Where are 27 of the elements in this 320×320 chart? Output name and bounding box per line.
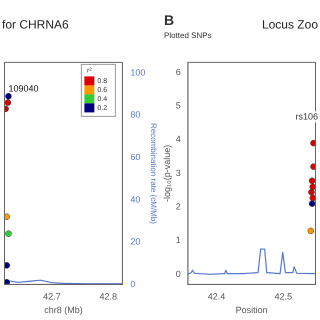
annotation: 109040 (8, 83, 39, 94)
y-tick-label: 1 (176, 235, 181, 246)
x-tick-label: 42.8 (100, 291, 118, 302)
y-tick-label: 5 (176, 100, 181, 111)
y2-tick-label: 20 (130, 236, 140, 247)
x-tick-label: 42.4 (208, 291, 226, 302)
x-tick-label: 42.7 (43, 291, 61, 302)
y-tick-label: 3 (176, 168, 181, 178)
text: B (164, 12, 174, 28)
y2-tick-label: 0 (130, 278, 136, 289)
y2-tick-label: 80 (130, 110, 140, 120)
y-tick-label: 2 (176, 202, 181, 212)
y-tick-label: 0 (176, 268, 181, 279)
y2-tick-label: 40 (130, 194, 140, 204)
text: Plotted SNPs (164, 31, 212, 40)
annotation: rs106 (295, 111, 318, 122)
chart-title: for CHRNA6 (2, 18, 70, 32)
x-axis-title: chr8 (Mb) (44, 305, 83, 316)
y2-tick-label: 100 (130, 67, 146, 78)
y2-axis-title: Recombination rate (cM/Mb) (148, 122, 158, 224)
chart-title: Locus Zoo (262, 18, 318, 32)
y-tick-label: 4 (176, 134, 181, 144)
x-tick-label: 42.5 (274, 291, 292, 302)
y2-tick-label: 60 (130, 152, 140, 162)
y-tick-label: 6 (176, 66, 181, 77)
y-axis-title: -log₁₀(p-value) (162, 144, 172, 202)
x-axis-title: Position (236, 305, 268, 316)
